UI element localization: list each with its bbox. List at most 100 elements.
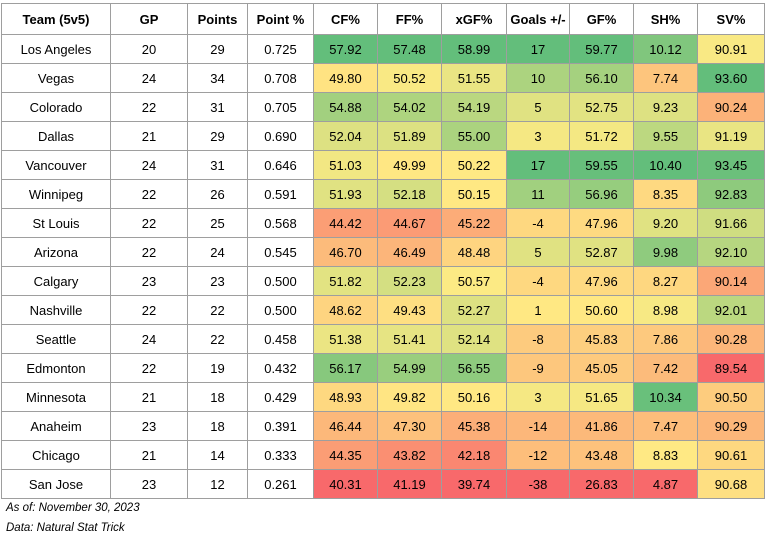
stat-cell: 52.87 (569, 237, 634, 267)
table-row: Minnesota 21 18 0.429 48.93 49.82 50.16 3 51.65 1… (1, 382, 765, 412)
stat-cell: 0.690 (247, 121, 314, 151)
stat-cell: 43.48 (569, 440, 634, 470)
stat-cell: 21 (110, 121, 188, 151)
stat-cell: 24 (110, 63, 188, 93)
stat-cell: 7.47 (633, 411, 698, 441)
stat-cell: 51.82 (313, 266, 378, 296)
team-cell: San Jose (1, 469, 111, 499)
stat-cell: 0.429 (247, 382, 314, 412)
stat-cell: 48.93 (313, 382, 378, 412)
stat-cell: 5 (506, 92, 570, 122)
stat-cell: 56.96 (569, 179, 634, 209)
stat-cell: 48.62 (313, 295, 378, 325)
stat-cell: 57.92 (313, 34, 378, 64)
table-row: Arizona 22 24 0.545 46.70 46.49 48.48 5 52.87 9.9… (1, 237, 765, 267)
source-note: Data: Natural Stat Trick (6, 522, 125, 534)
stat-cell: 92.10 (697, 237, 765, 267)
table-row: Nashville 22 22 0.500 48.62 49.43 52.27 1 50.60 8… (1, 295, 765, 325)
stat-cell: 14 (187, 440, 248, 470)
table-row: St Louis 22 25 0.568 44.42 44.67 45.22 -4 47.96 9… (1, 208, 765, 238)
stat-cell: 91.19 (697, 121, 765, 151)
stat-cell: 44.42 (313, 208, 378, 238)
stat-cell: -8 (506, 324, 570, 354)
column-header: FF% (377, 3, 442, 35)
stat-cell: 52.75 (569, 92, 634, 122)
table-row: Edmonton 22 19 0.432 56.17 54.99 56.55 -9 45.05 7… (1, 353, 765, 383)
table-row: Dallas 21 29 0.690 52.04 51.89 55.00 3 51.72 9.55… (1, 121, 765, 151)
table-row: Vancouver 24 31 0.646 51.03 49.99 50.22 17 59.55… (1, 150, 765, 180)
stat-cell: 56.17 (313, 353, 378, 383)
stat-cell: 91.66 (697, 208, 765, 238)
stat-cell: 92.83 (697, 179, 765, 209)
team-cell: Vancouver (1, 150, 111, 180)
stat-cell: 7.86 (633, 324, 698, 354)
stat-cell: 93.60 (697, 63, 765, 93)
stat-cell: 90.50 (697, 382, 765, 412)
stat-cell: 7.42 (633, 353, 698, 383)
stat-cell: 31 (187, 92, 248, 122)
stat-cell: 50.22 (441, 150, 507, 180)
column-header: GP (110, 3, 188, 35)
team-cell: Colorado (1, 92, 111, 122)
stat-cell: 41.19 (377, 469, 442, 499)
stat-cell: 19 (187, 353, 248, 383)
stat-cell: 17 (506, 34, 570, 64)
stat-cell: 50.60 (569, 295, 634, 325)
stat-cell: 0.391 (247, 411, 314, 441)
stat-cell: 50.15 (441, 179, 507, 209)
stat-cell: 40.31 (313, 469, 378, 499)
stat-cell: 49.80 (313, 63, 378, 93)
stat-cell: 90.29 (697, 411, 765, 441)
stat-cell: 22 (187, 295, 248, 325)
team-cell: Chicago (1, 440, 111, 470)
team-cell: Vegas (1, 63, 111, 93)
stat-cell: 93.45 (697, 150, 765, 180)
team-cell: Calgary (1, 266, 111, 296)
stat-cell: 24 (110, 324, 188, 354)
stat-cell: 11 (506, 179, 570, 209)
stat-cell: 9.20 (633, 208, 698, 238)
table-row: San Jose 23 12 0.261 40.31 41.19 39.74 -38 26.83… (1, 469, 765, 499)
stat-cell: 54.99 (377, 353, 442, 383)
stat-cell: 49.43 (377, 295, 442, 325)
stat-cell: 9.55 (633, 121, 698, 151)
stat-cell: 51.03 (313, 150, 378, 180)
team-cell: Minnesota (1, 382, 111, 412)
team-cell: Anaheim (1, 411, 111, 441)
stat-cell: 45.83 (569, 324, 634, 354)
stat-cell: 0.545 (247, 237, 314, 267)
stat-cell: 23 (110, 469, 188, 499)
stat-cell: 47.30 (377, 411, 442, 441)
stat-cell: 43.82 (377, 440, 442, 470)
stat-cell: 47.96 (569, 266, 634, 296)
stat-cell: 0.568 (247, 208, 314, 238)
stat-cell: 3 (506, 121, 570, 151)
column-header: Points (187, 3, 248, 35)
stat-cell: -14 (506, 411, 570, 441)
stat-cell: 12 (187, 469, 248, 499)
stat-cell: 56.55 (441, 353, 507, 383)
stat-cell: 55.00 (441, 121, 507, 151)
stat-cell: 4.87 (633, 469, 698, 499)
column-header: Goals +/- (506, 3, 570, 35)
stat-cell: 90.91 (697, 34, 765, 64)
stat-cell: 0.705 (247, 92, 314, 122)
team-cell: St Louis (1, 208, 111, 238)
stat-cell: 90.28 (697, 324, 765, 354)
stat-cell: 45.05 (569, 353, 634, 383)
column-header: Point % (247, 3, 314, 35)
stat-cell: 48.48 (441, 237, 507, 267)
column-header: SH% (633, 3, 698, 35)
stat-cell: 46.44 (313, 411, 378, 441)
stat-cell: 10.34 (633, 382, 698, 412)
stat-cell: 0.458 (247, 324, 314, 354)
stat-cell: -38 (506, 469, 570, 499)
stat-cell: 51.65 (569, 382, 634, 412)
table-row: Los Angeles 20 29 0.725 57.92 57.48 58.99 17 59.… (1, 34, 765, 64)
stat-cell: 8.35 (633, 179, 698, 209)
stat-cell: 20 (110, 34, 188, 64)
stat-cell: 59.77 (569, 34, 634, 64)
stat-cell: 45.22 (441, 208, 507, 238)
stat-cell: 21 (110, 382, 188, 412)
header-row: Team (5v5) GP Points Point % CF% FF% xGF% Goals… (1, 3, 765, 35)
